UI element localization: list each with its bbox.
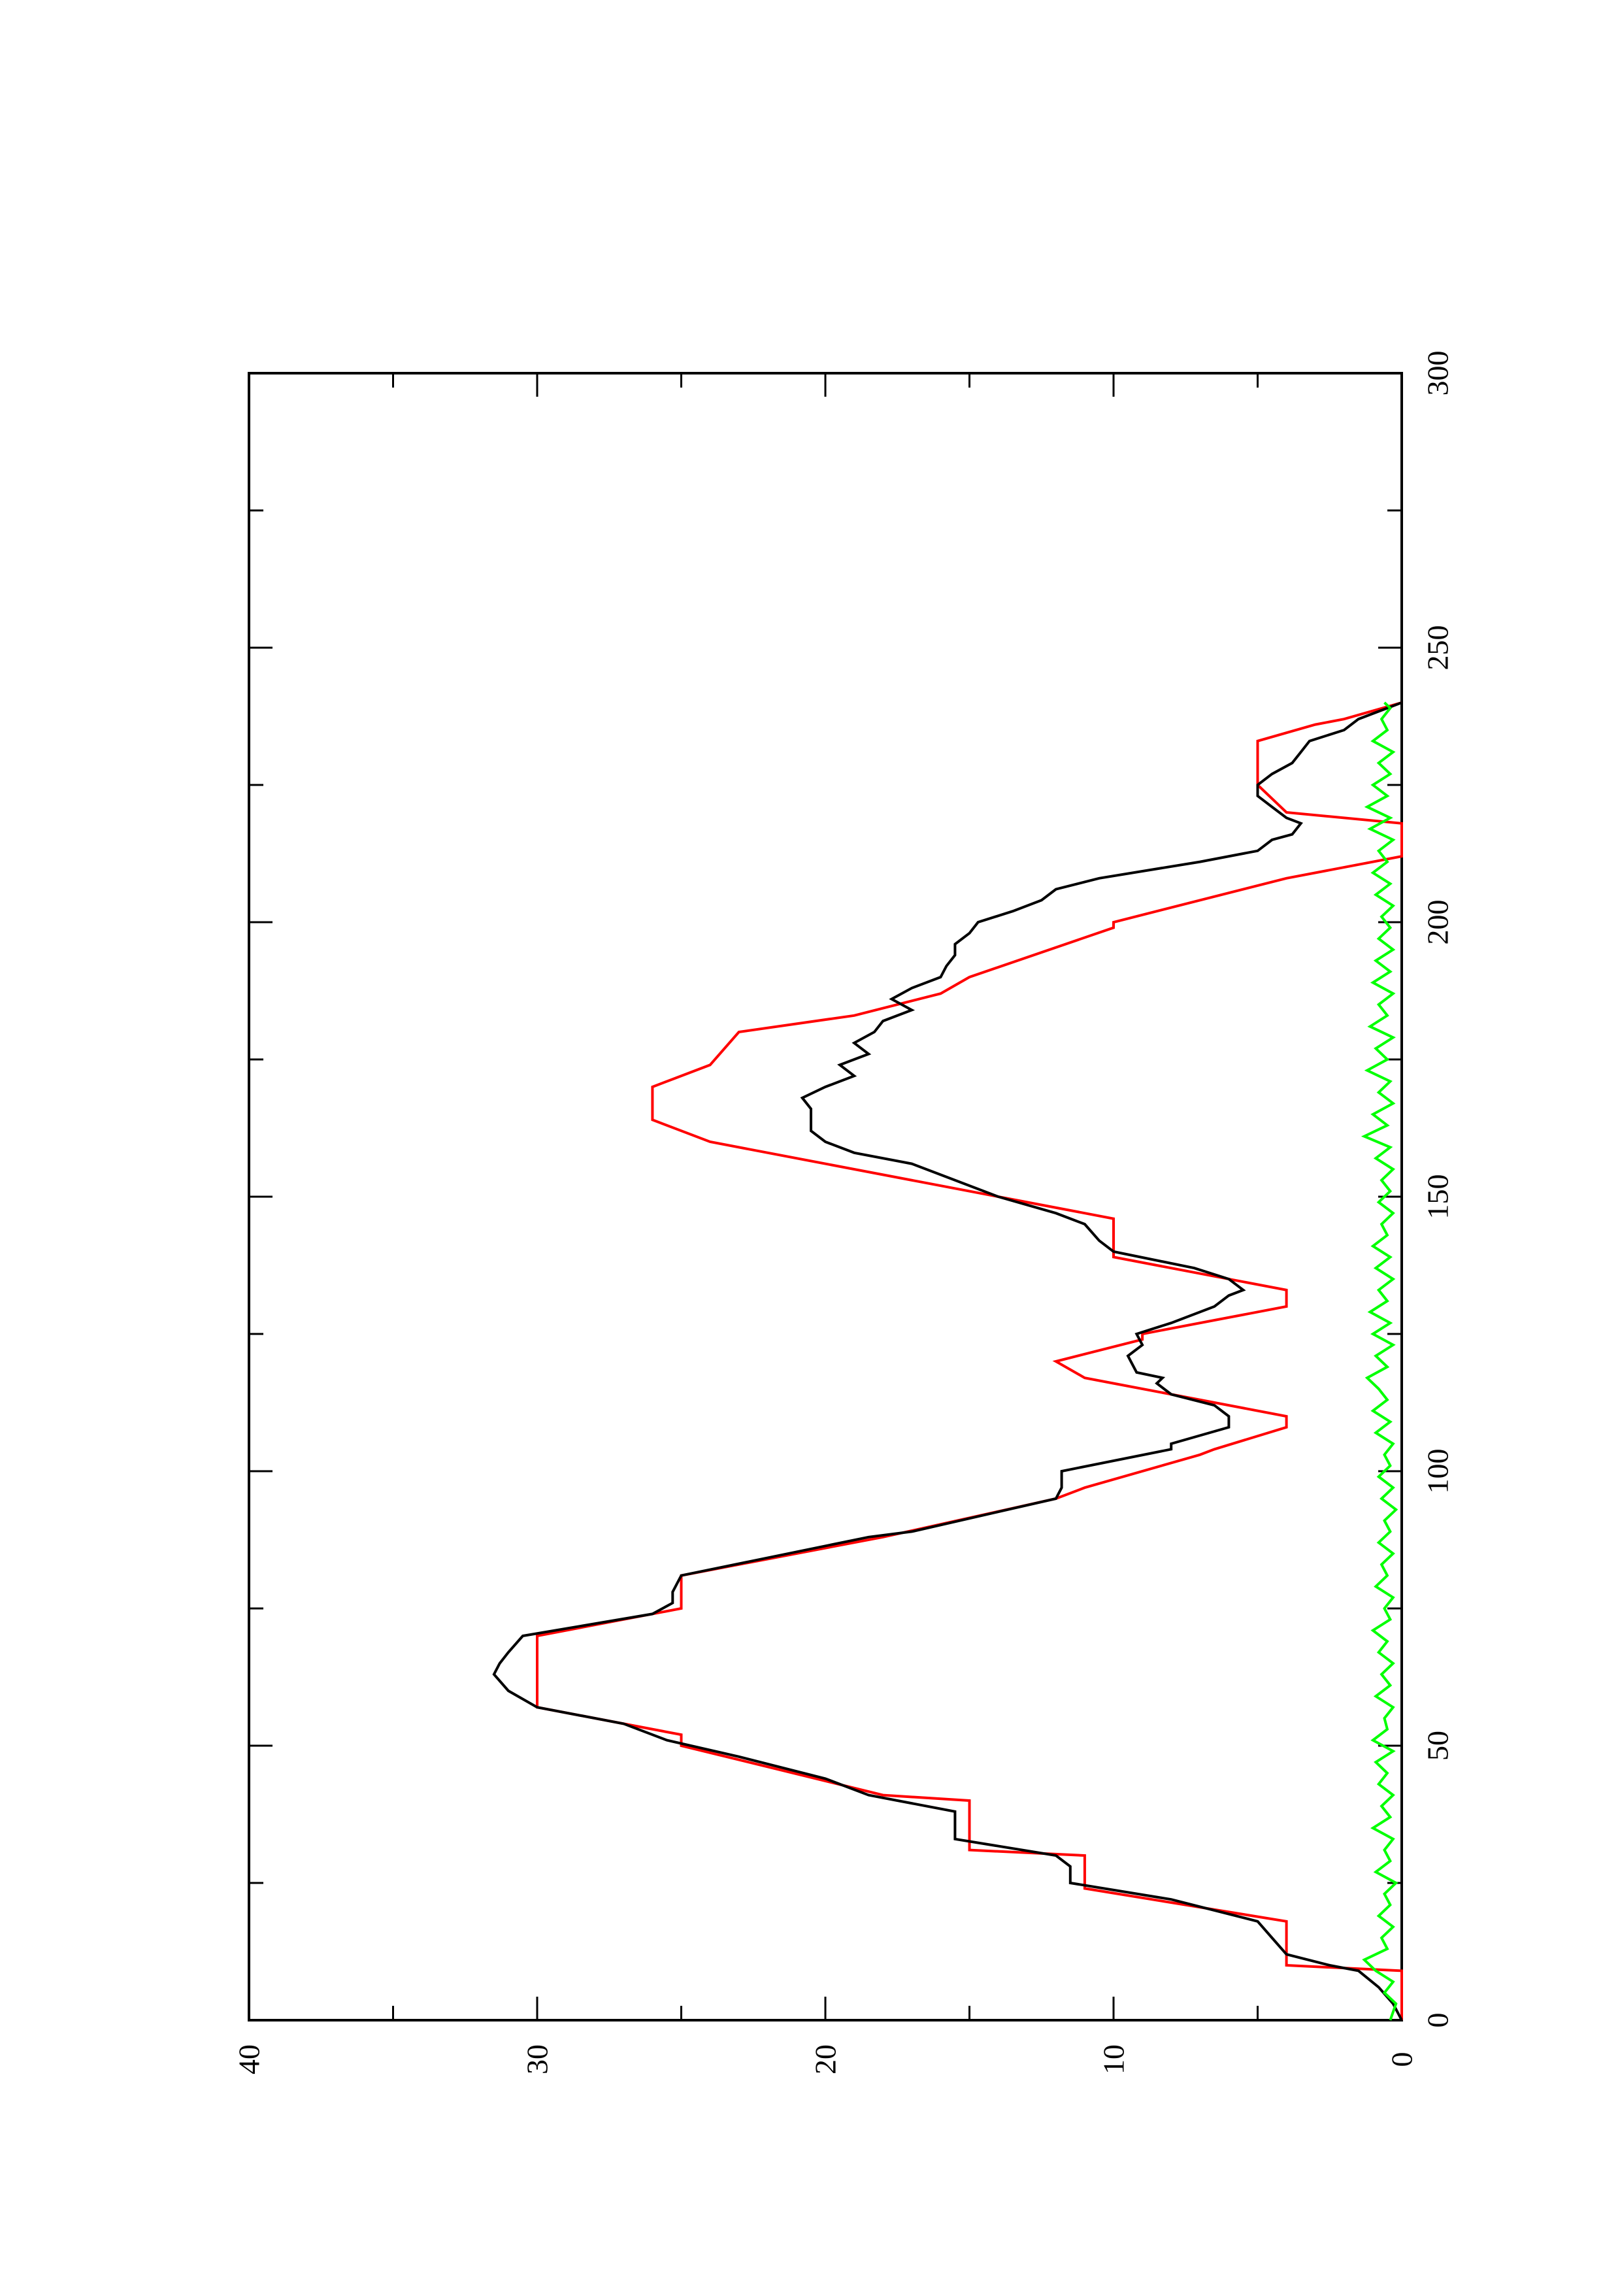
plot-frame	[248, 372, 1403, 2021]
x-tick-label: 250	[1421, 625, 1455, 671]
axis-ticks	[248, 372, 1403, 2021]
y-tick-label: 20	[809, 2044, 842, 2074]
series-line-3	[1361, 701, 1398, 2021]
x-tick-label: 150	[1421, 1174, 1455, 1220]
x-tick-label: 50	[1421, 1731, 1455, 1761]
y-tick-label: 30	[521, 2044, 554, 2074]
series-line-1	[536, 701, 1403, 2020]
x-tick-label: 0	[1421, 2013, 1455, 2028]
y-tick-label: 0	[1385, 2052, 1419, 2067]
y-tick-label: 40	[233, 2044, 266, 2074]
y-tick-label: 10	[1097, 2044, 1131, 2074]
x-tick-label: 100	[1421, 1449, 1455, 1494]
x-tick-label: 300	[1421, 351, 1455, 396]
tick-labels: 0 50 100 150 200 250 300 0 10 20 30 40	[233, 351, 1455, 2075]
x-tick-label: 200	[1421, 900, 1455, 945]
series-line-2	[492, 701, 1403, 2021]
data-series	[492, 701, 1403, 2021]
